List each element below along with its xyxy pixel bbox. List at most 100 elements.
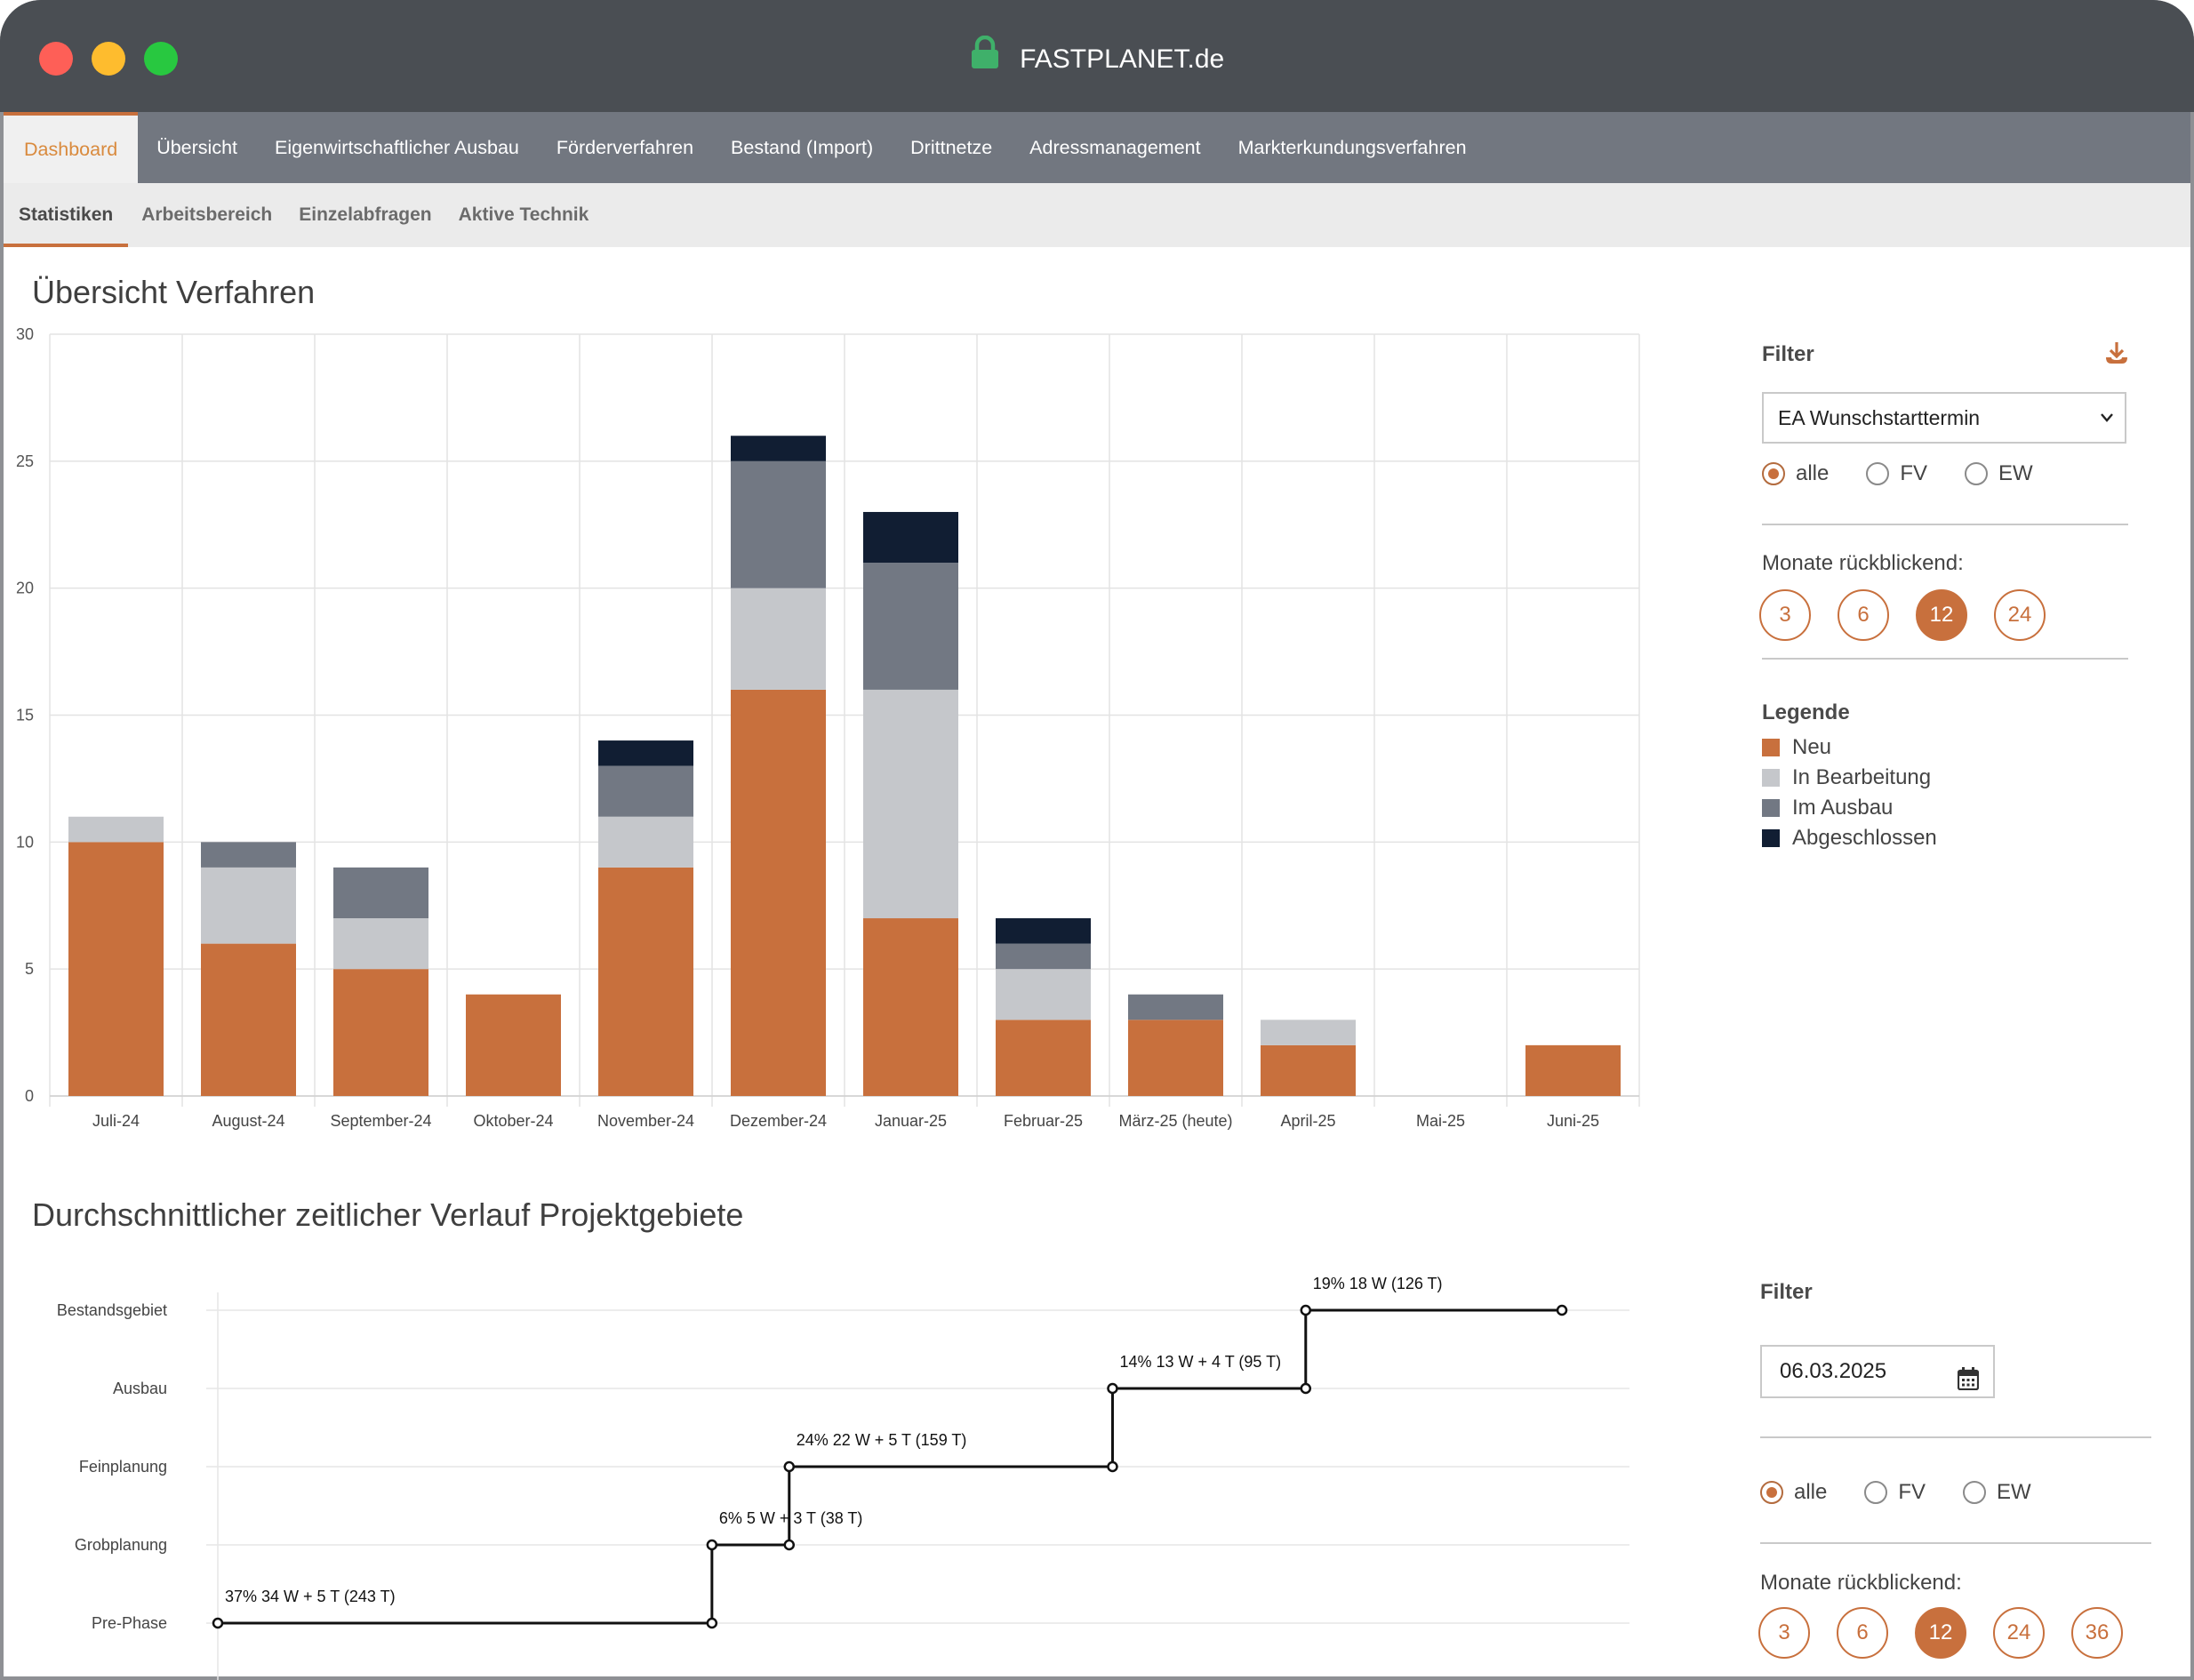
- bar-segment-im-ausbau[interactable]: [731, 460, 826, 588]
- radio-label: alle: [1796, 461, 1830, 485]
- y-tick-label: 5: [25, 960, 34, 978]
- bar-segment-in-bearbeitung[interactable]: [598, 816, 693, 868]
- bar-segment-abgeschlossen[interactable]: [731, 436, 826, 461]
- step-chart: Pre-Phase Grobplanung Feinplanung Ausbau Bes…: [57, 1275, 1629, 1680]
- phase-duration-label: 37% 34 W + 5 T (243 T): [225, 1588, 396, 1605]
- months-option-12[interactable]: 12: [1916, 589, 1967, 641]
- months-option-3[interactable]: 3: [1758, 1607, 1810, 1659]
- bar-segment-im-ausbau[interactable]: [996, 943, 1091, 970]
- bar-segment-neu[interactable]: [333, 969, 428, 1096]
- x-tick-label: April-25: [1280, 1112, 1335, 1130]
- months-option-24[interactable]: 24: [1994, 589, 2046, 641]
- download-icon[interactable]: [2103, 340, 2130, 372]
- bar-segment-in-bearbeitung[interactable]: [201, 867, 296, 944]
- months-option-24[interactable]: 24: [1993, 1607, 2045, 1659]
- calendar-icon[interactable]: [1957, 1359, 1980, 1409]
- bar-segment-in-bearbeitung[interactable]: [731, 588, 826, 690]
- sub-tab-einzelabfragen[interactable]: Einzelabfragen: [299, 204, 432, 225]
- radio-option-fv[interactable]: FV: [1866, 461, 1927, 486]
- step-line: [218, 1308, 1562, 1625]
- bar-segment-neu[interactable]: [1525, 1044, 1621, 1096]
- minimize-window-button[interactable]: [92, 42, 125, 76]
- nav-tab-uebersicht[interactable]: Übersicht: [156, 136, 237, 158]
- bar-segment-abgeschlossen[interactable]: [598, 740, 693, 766]
- radio-option-fv[interactable]: FV: [1864, 1480, 1926, 1505]
- step-point[interactable]: [706, 1539, 718, 1551]
- radio-option-ew[interactable]: EW: [1965, 461, 2033, 486]
- bar-segment-in-bearbeitung[interactable]: [68, 816, 164, 843]
- y-tick-label: 30: [16, 325, 34, 343]
- legend-item: Im Ausbau: [1762, 793, 1937, 823]
- radio-option-ew[interactable]: EW: [1963, 1480, 2031, 1505]
- months-option-6[interactable]: 6: [1837, 1607, 1888, 1659]
- bar-segment-in-bearbeitung[interactable]: [333, 918, 428, 970]
- window-title: FASTPLANET.de: [1020, 44, 1225, 74]
- bar-segment-in-bearbeitung[interactable]: [1261, 1020, 1356, 1045]
- section-title-zeitlicher-verlauf: Durchschnittlicher zeitlicher Verlauf Pr…: [32, 1196, 744, 1233]
- nav-tab-markterkundungsverfahren[interactable]: Markterkundungsverfahren: [1237, 136, 1467, 158]
- nav-tab-adressmanagement[interactable]: Adressmanagement: [1029, 136, 1201, 158]
- sub-tab-aktive-technik[interactable]: Aktive Technik: [458, 204, 589, 225]
- bar-segment-neu[interactable]: [201, 943, 296, 1096]
- bar-segment-neu[interactable]: [731, 689, 826, 1096]
- bar-segment-in-bearbeitung[interactable]: [996, 969, 1091, 1020]
- bar-segment-in-bearbeitung[interactable]: [863, 689, 958, 919]
- step-point[interactable]: [212, 1617, 224, 1629]
- filter-heading: Filter: [1760, 1280, 1813, 1304]
- radio-option-alle[interactable]: alle: [1760, 1480, 1827, 1505]
- bar-segment-neu[interactable]: [1261, 1044, 1356, 1096]
- months-label: Monate rückblickend:: [1762, 551, 1964, 575]
- maximize-window-button[interactable]: [144, 42, 178, 76]
- nav-tab-eigenwirtschaftlicher-ausbau[interactable]: Eigenwirtschaftlicher Ausbau: [275, 136, 519, 158]
- date-field[interactable]: 06.03.2025: [1760, 1345, 1995, 1398]
- nav-tab-bestand-import[interactable]: Bestand (Import): [731, 136, 874, 158]
- bar-segment-im-ausbau[interactable]: [598, 765, 693, 817]
- x-tick-label: Februar-25: [1004, 1112, 1083, 1130]
- step-point[interactable]: [706, 1617, 718, 1629]
- x-tick-label: Mai-25: [1416, 1112, 1465, 1130]
- close-window-button[interactable]: [39, 42, 73, 76]
- step-point[interactable]: [1556, 1304, 1568, 1316]
- bar-segment-im-ausbau[interactable]: [863, 563, 958, 690]
- months-option-6[interactable]: 6: [1838, 589, 1889, 641]
- step-point[interactable]: [1107, 1382, 1118, 1395]
- bar-segment-im-ausbau[interactable]: [1128, 994, 1223, 1020]
- bar-segment-im-ausbau[interactable]: [201, 842, 296, 868]
- step-point[interactable]: [1300, 1304, 1312, 1316]
- bar-segment-abgeschlossen[interactable]: [996, 918, 1091, 944]
- bar-segment-neu[interactable]: [996, 1020, 1091, 1096]
- months-option-3[interactable]: 3: [1759, 589, 1811, 641]
- radio-option-alle[interactable]: alle: [1762, 461, 1829, 486]
- months-option-36[interactable]: 36: [2071, 1607, 2123, 1659]
- filter-select-value: EA Wunschstarttermin: [1778, 406, 1981, 429]
- bar-segment-neu[interactable]: [1128, 1020, 1223, 1096]
- step-point[interactable]: [1107, 1460, 1118, 1473]
- nav-tab-foerderverfahren[interactable]: Förderverfahren: [556, 136, 694, 158]
- step-point[interactable]: [1300, 1382, 1312, 1395]
- months-label: Monate rückblickend:: [1760, 1571, 1962, 1595]
- nav-tab-drittnetze[interactable]: Drittnetze: [910, 136, 993, 158]
- legend-swatch: [1762, 769, 1780, 787]
- sub-nav: Statistiken Arbeitsbereich Einzelabfrage…: [4, 183, 2190, 247]
- divider: [1762, 658, 2128, 660]
- bar-segment-neu[interactable]: [466, 994, 561, 1096]
- bar-segment-neu[interactable]: [863, 918, 958, 1096]
- step-point[interactable]: [783, 1539, 796, 1551]
- step-point[interactable]: [783, 1460, 796, 1473]
- bar-segment-neu[interactable]: [68, 842, 164, 1096]
- months-option-12[interactable]: 12: [1915, 1607, 1966, 1659]
- nav-tab-dashboard[interactable]: Dashboard: [4, 112, 139, 183]
- phase-duration-label: 24% 22 W + 5 T (159 T): [797, 1431, 967, 1449]
- sub-tab-arbeitsbereich[interactable]: Arbeitsbereich: [141, 204, 273, 225]
- sub-tab-statistiken[interactable]: Statistiken: [4, 183, 129, 247]
- chevron-down-icon: [2098, 394, 2116, 459]
- months-selector: 3 6 12 24: [1759, 589, 2072, 641]
- filter-select[interactable]: EA Wunschstarttermin: [1762, 392, 2126, 444]
- radio-checked-icon: [1762, 462, 1785, 485]
- bar-segment-im-ausbau[interactable]: [333, 867, 428, 919]
- bar-segment-abgeschlossen[interactable]: [863, 511, 958, 564]
- divider: [1762, 524, 2128, 525]
- bar-segment-neu[interactable]: [598, 867, 693, 1096]
- radio-checked-icon: [1760, 1481, 1783, 1504]
- date-field-value: 06.03.2025: [1780, 1359, 1887, 1383]
